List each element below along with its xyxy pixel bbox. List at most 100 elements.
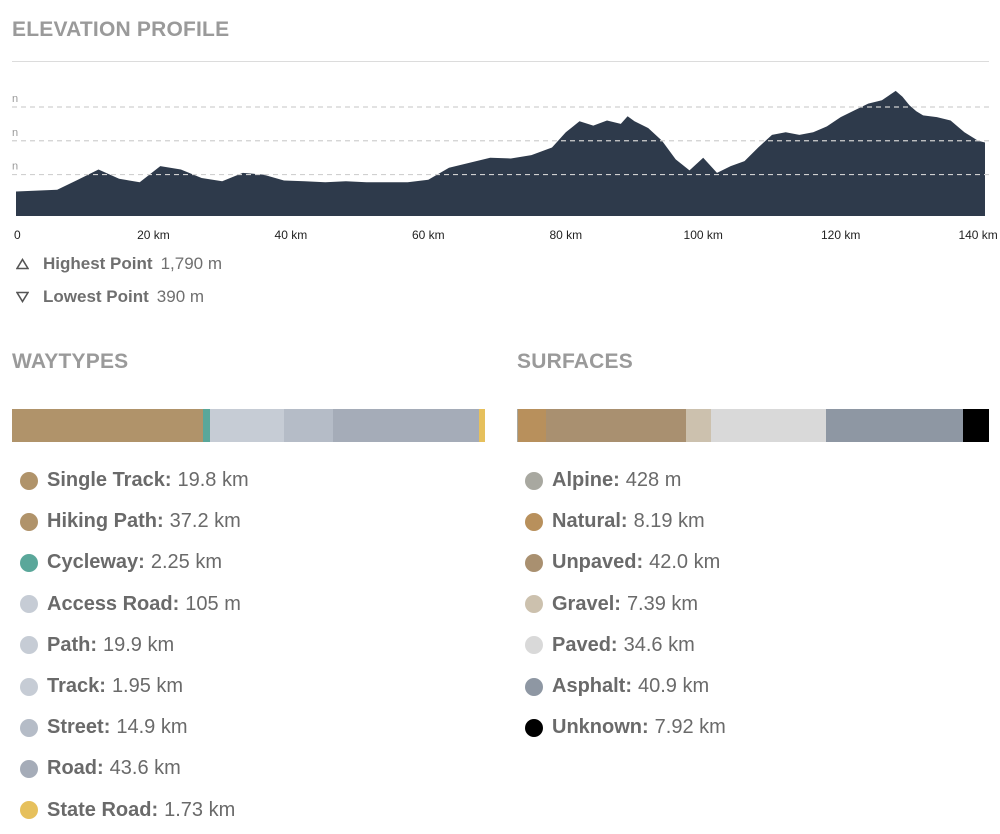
lowest-point-row: Lowest Point 390 m — [16, 285, 204, 309]
x-tick-label: 80 km — [549, 228, 582, 242]
waytype-legend-value: 14.9 km — [116, 716, 188, 739]
color-dot-icon — [20, 801, 38, 820]
surface-legend-name: Alpine: — [552, 469, 620, 492]
color-dot-icon — [20, 512, 38, 531]
surface-bar-segment[interactable] — [518, 409, 546, 442]
surface-legend-value: 42.0 km — [649, 551, 721, 574]
waytype-bar-segment[interactable] — [210, 409, 278, 442]
waytype-legend-value: 1.73 km — [164, 798, 236, 821]
elevation-profile-title: ELEVATION PROFILE — [12, 18, 230, 41]
surfaces-bar[interactable] — [517, 409, 989, 442]
x-tick-label: 100 km — [684, 228, 723, 242]
color-dot-icon — [20, 677, 38, 696]
surface-bar-segment[interactable] — [962, 409, 989, 442]
color-dot-icon — [20, 553, 38, 572]
waytype-legend-value: 43.6 km — [109, 757, 181, 780]
highest-point-label: Highest Point — [43, 254, 153, 273]
x-tick-label: 40 km — [275, 228, 308, 242]
waytypes-legend: Single Track: 19.8 km Hiking Path: 37.2 km C… — [20, 460, 249, 831]
waytype-legend-name: Cycleway: — [47, 551, 145, 574]
waytype-legend-name: Path: — [47, 633, 97, 656]
waytype-legend-item[interactable]: Hiking Path: 37.2 km — [20, 501, 249, 542]
color-dot-icon — [525, 512, 543, 531]
waytype-legend-value: 1.95 km — [111, 675, 184, 698]
waytype-legend-item[interactable]: State Road: 1.73 km — [20, 790, 249, 831]
waytype-legend-item[interactable]: Road: 43.6 km — [20, 748, 249, 789]
waytypes-bar[interactable] — [12, 409, 485, 442]
x-tick-label: 140 km — [958, 228, 997, 242]
surface-legend-value: 7.39 km — [626, 592, 699, 615]
surface-legend-item[interactable]: Asphalt: 40.9 km — [525, 666, 726, 707]
surface-legend-name: Asphalt: — [552, 675, 632, 698]
color-dot-icon — [525, 471, 543, 490]
color-dot-icon — [525, 677, 543, 696]
elevation-area — [16, 90, 985, 216]
waytype-legend-item[interactable]: Single Track: 19.8 km — [20, 460, 249, 501]
waytype-legend-name: State Road: — [47, 798, 159, 821]
waytype-legend-name: Hiking Path: — [47, 510, 164, 533]
waytypes-title: WAYTYPES — [12, 350, 129, 373]
waytype-bar-segment[interactable] — [283, 409, 334, 442]
color-dot-icon — [20, 471, 38, 490]
x-tick-label: 120 km — [821, 228, 860, 242]
surface-legend-value: 428 m — [625, 469, 682, 492]
surface-bar-segment[interactable] — [710, 409, 827, 442]
highest-point-row: Highest Point 1,790 m — [16, 252, 222, 276]
elevation-chart[interactable]: n n n 0 20 km 40 km 60 km 80 km 100 km 120 km 140 … — [0, 85, 1000, 245]
waytype-bar-segment[interactable] — [12, 409, 79, 442]
lowest-point-label: Lowest Point — [43, 287, 149, 306]
waytype-bar-segment[interactable] — [277, 409, 284, 442]
waytype-legend-name: Single Track: — [47, 469, 172, 492]
x-tick-label: 60 km — [412, 228, 445, 242]
waytype-bar-segment[interactable] — [479, 409, 485, 442]
waytype-legend-item[interactable]: Track: 1.95 km — [20, 666, 249, 707]
waytype-legend-name: Street: — [47, 716, 111, 739]
waytype-bar-segment[interactable] — [78, 409, 203, 442]
waytype-legend-item[interactable]: Street: 14.9 km — [20, 707, 249, 748]
waytype-legend-name: Road: — [47, 757, 104, 780]
waytype-legend-item[interactable]: Path: 19.9 km — [20, 625, 249, 666]
waytype-legend-item[interactable]: Cycleway: 2.25 km — [20, 542, 249, 583]
gridline-label: n — [12, 127, 18, 139]
surface-legend-item[interactable]: Gravel: 7.39 km — [525, 584, 726, 625]
surface-legend-item[interactable]: Natural: 8.19 km — [525, 501, 726, 542]
waytype-bar-segment[interactable] — [202, 409, 211, 442]
waytype-legend-value: 37.2 km — [169, 510, 241, 533]
surface-legend-name: Natural: — [552, 510, 628, 533]
surface-legend-name: Gravel: — [552, 592, 621, 615]
gridline-label: n — [12, 161, 18, 173]
surface-bar-segment[interactable] — [517, 409, 519, 442]
waytype-legend-value: 19.8 km — [177, 469, 249, 492]
highest-point-value: 1,790 m — [160, 254, 222, 273]
gridline-label: n — [12, 93, 18, 105]
surface-bar-segment[interactable] — [826, 409, 963, 442]
surface-legend-item[interactable]: Unknown: 7.92 km — [525, 707, 726, 748]
waytype-legend-value: 2.25 km — [150, 551, 222, 574]
waytype-bar-segment[interactable] — [333, 409, 480, 442]
waytype-legend-name: Access Road: — [47, 592, 180, 615]
surface-legend-value: 34.6 km — [623, 633, 695, 656]
elevation-divider — [12, 61, 989, 62]
color-dot-icon — [20, 759, 38, 778]
surface-legend-name: Paved: — [552, 633, 618, 656]
color-dot-icon — [20, 636, 38, 655]
color-dot-icon — [20, 718, 38, 737]
x-tick-label: 0 — [14, 228, 21, 242]
triangle-down-icon — [16, 291, 29, 303]
surface-legend-item[interactable]: Paved: 34.6 km — [525, 625, 726, 666]
surface-legend-item[interactable]: Alpine: 428 m — [525, 460, 726, 501]
surface-bar-segment[interactable] — [545, 409, 686, 442]
surfaces-title: SURFACES — [517, 350, 633, 373]
surface-legend-value: 8.19 km — [633, 510, 705, 533]
waytype-legend-item[interactable]: Access Road: 105 m — [20, 584, 249, 625]
surface-legend-item[interactable]: Unpaved: 42.0 km — [525, 542, 726, 583]
surface-legend-value: 7.92 km — [654, 716, 726, 739]
color-dot-icon — [525, 636, 543, 655]
color-dot-icon — [525, 595, 543, 614]
color-dot-icon — [20, 595, 38, 614]
surfaces-legend: Alpine: 428 m Natural: 8.19 km Unpaved: 42.0 … — [525, 460, 726, 748]
surface-bar-segment[interactable] — [685, 409, 711, 442]
triangle-up-icon — [16, 258, 29, 270]
surface-legend-value: 40.9 km — [638, 675, 710, 698]
color-dot-icon — [525, 553, 543, 572]
